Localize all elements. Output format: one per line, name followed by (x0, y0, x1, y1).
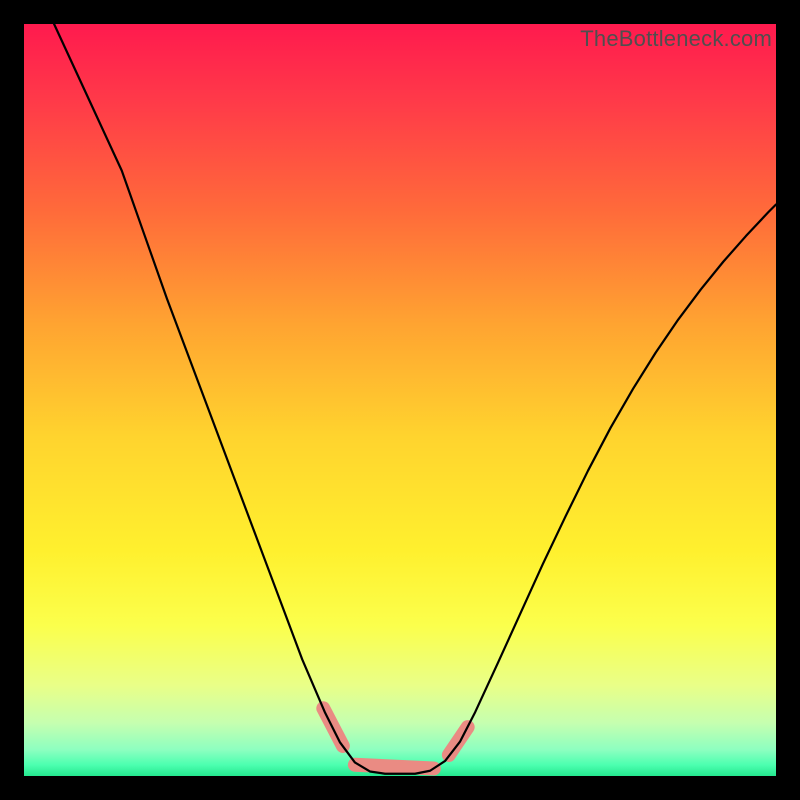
curve-layer (24, 24, 776, 776)
plot-area (24, 24, 776, 776)
chart-stage: TheBottleneck.com (0, 0, 800, 800)
highlight-segment (355, 765, 434, 769)
watermark-text: TheBottleneck.com (580, 26, 772, 52)
bottleneck-curve (54, 24, 776, 774)
